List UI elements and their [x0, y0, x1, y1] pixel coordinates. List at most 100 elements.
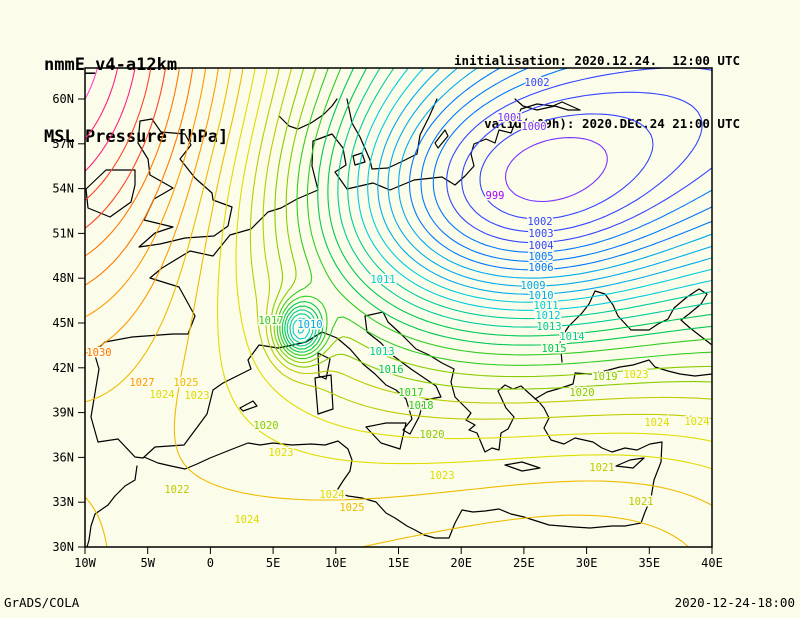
- coastline-norway: [278, 98, 338, 130]
- contour-labels: 1002100110009991002100310041005100610091…: [85, 76, 711, 528]
- contour-label: 1004: [528, 240, 553, 252]
- isobar-1001: [504, 137, 608, 203]
- coastline-ireland: [85, 169, 136, 218]
- isobar-1019: [273, 67, 713, 378]
- coastline-blacksea-north: [559, 288, 713, 363]
- contour-label: 1030: [86, 347, 111, 359]
- contour-label: 1025: [339, 502, 364, 514]
- contour-label: 1024: [234, 514, 259, 526]
- contour-label: 1023: [184, 390, 209, 402]
- contour-label: 1023: [623, 369, 648, 381]
- contour-label: 1024: [644, 417, 669, 429]
- y-tick-label: 36N: [52, 450, 74, 464]
- isobar-1018: [276, 67, 713, 366]
- contour-label: 1011: [533, 300, 558, 312]
- contour-label: 1000: [521, 121, 546, 133]
- contour-label: 1016: [378, 364, 403, 376]
- isobar-1010: [377, 67, 713, 295]
- isobar-1009: [387, 67, 713, 287]
- contour-label: 1012: [535, 310, 560, 322]
- grads-credit: GrADS/COLA: [4, 595, 80, 610]
- contour-label: 1020: [253, 420, 278, 432]
- x-tick-label: 40E: [701, 556, 723, 570]
- contour-label: 1025: [173, 377, 198, 389]
- isobar-1023: [235, 67, 713, 442]
- y-tick-label: 45N: [52, 316, 74, 330]
- contour-label: 1013: [536, 321, 561, 333]
- contour-label: 1018: [408, 400, 433, 412]
- contour-label: 1013: [369, 346, 394, 358]
- isobar-1017: [279, 67, 713, 356]
- isobar-1026: [84, 67, 690, 548]
- contour-label: 1023: [268, 447, 293, 459]
- contour-label: 1014: [559, 331, 584, 343]
- isobar-contours: [84, 67, 713, 548]
- y-tick-label: 48N: [52, 271, 74, 285]
- x-tick-label: 10E: [325, 556, 347, 570]
- y-tick-label: 33N: [52, 495, 74, 509]
- contour-label: 1005: [528, 251, 553, 263]
- x-tick-label: 5E: [266, 556, 280, 570]
- contour-label: 1019: [592, 371, 617, 383]
- isobar-1028: [84, 67, 207, 318]
- contour-label: 1023: [429, 470, 454, 482]
- contour-label: 1024: [149, 389, 174, 401]
- coastline-finland: [514, 98, 581, 111]
- isobar-1007: [408, 67, 713, 271]
- isobar-1005: [432, 67, 713, 253]
- isobar-1014: [286, 67, 713, 347]
- isobar-1024: [217, 67, 713, 470]
- contour-label: 1024: [684, 416, 709, 428]
- contour-label: 1021: [589, 462, 614, 474]
- isobar-1012: [292, 67, 713, 340]
- y-tick-label: 30N: [52, 540, 74, 554]
- x-tick-label: 35E: [638, 556, 660, 570]
- isobar-1011: [297, 67, 713, 334]
- isobar-1033: [84, 67, 136, 172]
- contour-label: 1021: [628, 496, 653, 508]
- isobar-1022: [249, 67, 713, 420]
- isobar-1032: [84, 67, 152, 201]
- init-time-label: initialisation: 2020.12.24. 12:00 UTC: [454, 53, 740, 68]
- isobar-1020: [270, 67, 713, 390]
- isobar-1029: [84, 67, 194, 286]
- contour-label: 1003: [528, 228, 553, 240]
- isobar-1025: [84, 67, 713, 548]
- y-tick-label: 54N: [52, 182, 74, 196]
- isobar-1013: [289, 67, 713, 344]
- y-tick-label: 42N: [52, 361, 74, 375]
- coastline-morocco: [86, 465, 138, 548]
- timestamp: 2020-12-24-18:00: [674, 595, 795, 610]
- isobar-1030: [84, 67, 180, 257]
- plot-frame: [84, 67, 713, 548]
- isobar-1021: [262, 67, 713, 404]
- pressure-contour-map: 1002100110009991002100310041005100610091…: [52, 67, 723, 570]
- contour-label: 1015: [541, 343, 566, 355]
- isobar-1002: [479, 113, 654, 220]
- isobar-1027: [84, 67, 219, 355]
- contour-label: 1017: [398, 387, 423, 399]
- contour-label: 1002: [524, 77, 549, 89]
- x-tick-label: 10W: [74, 556, 96, 570]
- contour-label: 1001: [497, 112, 522, 124]
- y-tick-label: 51N: [52, 226, 74, 240]
- isobar-1015: [284, 67, 713, 350]
- contour-label: 1024: [319, 489, 344, 501]
- x-tick-label: 15E: [388, 556, 410, 570]
- isobar-1031: [84, 67, 167, 229]
- isobar-1034: [84, 67, 119, 140]
- x-tick-label: 20E: [450, 556, 472, 570]
- coastlines: [85, 98, 713, 548]
- coastline-blacksea-south: [574, 359, 713, 377]
- x-tick-label: 5W: [140, 556, 155, 570]
- model-name: nmmE_v4-a12km: [44, 55, 178, 75]
- contour-label: 1006: [528, 262, 553, 274]
- contour-label: 1002: [527, 216, 552, 228]
- y-tick-label: 60N: [52, 92, 74, 106]
- isobar-1004: [446, 67, 713, 244]
- x-tick-label: 0: [207, 556, 214, 570]
- isobar-1003: [461, 91, 703, 233]
- contour-label: 1020: [419, 429, 444, 441]
- coastline-mediterranean: [142, 311, 663, 539]
